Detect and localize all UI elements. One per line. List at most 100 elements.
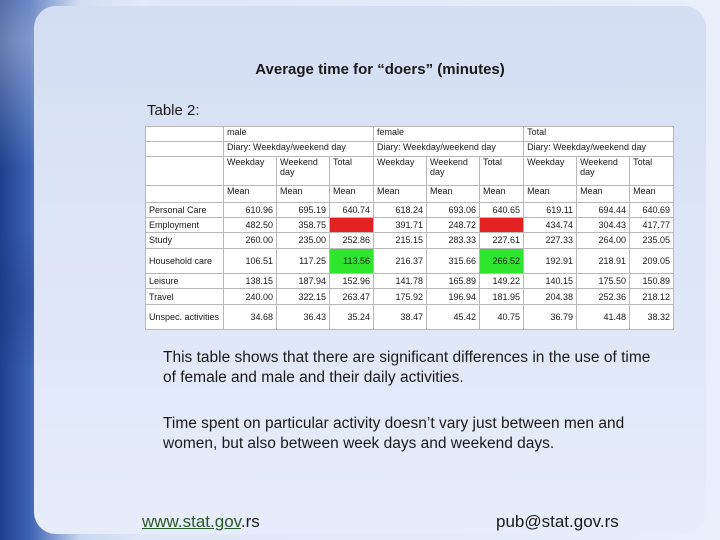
value-cell: 35.24 — [328, 303, 375, 331]
value-cell: 192.91 — [523, 247, 578, 274]
value-cell: 113.56 — [328, 247, 375, 274]
value-cell: 41.48 — [576, 303, 631, 331]
sub-header: Weekday — [373, 156, 428, 187]
value-cell: 263.47 — [328, 288, 375, 305]
value-cell: 204.38 — [523, 288, 578, 305]
value-cell: 138.15 — [223, 272, 277, 290]
value-cell: 266.52 — [479, 247, 525, 274]
table-label: Table 2: — [147, 102, 200, 119]
value-cell: 235.05 — [629, 232, 675, 249]
value-cell: 181.95 — [479, 288, 525, 305]
value-cell: 141.78 — [373, 272, 428, 290]
value-cell: 149.22 — [479, 272, 525, 290]
table-body: Personal Care 610.96 695.19 640.74 618.24 693… — [145, 201, 675, 331]
value-cell: 38.47 — [373, 303, 428, 331]
value-cell: 175.92 — [373, 288, 428, 305]
value-cell: 445.13 — [328, 216, 375, 234]
value-cell: 175.50 — [576, 272, 631, 290]
value-cell: 283.33 — [426, 232, 481, 249]
stat-header: Mean — [426, 185, 481, 203]
value-cell: 248.72 — [426, 216, 481, 234]
value-cell: 36.79 — [523, 303, 578, 331]
corner-cell — [145, 140, 224, 158]
value-cell: 140.15 — [523, 272, 578, 290]
value-cell: 227.61 — [479, 232, 525, 249]
table-row: Household care 106.51 117.25 113.56 216.37 31… — [145, 247, 675, 274]
sub-header: Total — [479, 156, 525, 187]
value-cell: 252.36 — [576, 288, 631, 305]
stat-header: Mean — [373, 185, 428, 203]
value-cell: 694.44 — [576, 201, 631, 218]
activity-label: Employment — [145, 216, 224, 234]
value-cell: 215.15 — [373, 232, 428, 249]
table-row: Leisure 138.15 187.94 152.96 141.78 165.89 149… — [145, 272, 675, 290]
sub-header: Weekend day — [576, 156, 631, 187]
activity-label: Unspec. activities — [145, 303, 224, 331]
value-cell: 152.96 — [328, 272, 375, 290]
paragraph-differences: This table shows that there are signific… — [163, 349, 651, 386]
activity-label: Household care — [145, 247, 224, 274]
website-link-main[interactable]: www.stat.gov — [142, 512, 241, 531]
value-cell: 36.43 — [276, 303, 330, 331]
stat-header: Mean — [276, 185, 330, 203]
contact-email: pub@stat.gov.rs — [496, 512, 619, 531]
value-cell: 358.75 — [276, 216, 330, 234]
value-cell: 187.94 — [276, 272, 330, 290]
slide-title: Average time for “doers” (minutes) — [255, 61, 505, 78]
activity-label: Study — [145, 232, 224, 249]
value-cell: 315.66 — [426, 247, 481, 274]
diary-header-male: Diary: Weekday/weekend day — [222, 140, 375, 158]
stat-header: Mean — [223, 185, 277, 203]
stat-header-row: Mean Mean Mean Mean Mean Mean Mean Mean … — [145, 185, 675, 203]
paragraph-variation: Time spent on particular activity doesn’… — [163, 415, 625, 452]
value-cell: 640.69 — [629, 201, 675, 218]
corner-cell — [145, 156, 224, 187]
value-cell: 117.25 — [276, 247, 330, 274]
table-row: Employment 482.50 358.75 445.13 391.71 248.72… — [145, 216, 675, 234]
table-row: Personal Care 610.96 695.19 640.74 618.24 693… — [145, 201, 675, 218]
sub-header: Total — [629, 156, 675, 187]
value-cell: 252.86 — [328, 232, 375, 249]
value-cell: 693.06 — [426, 201, 481, 218]
value-cell: 322.15 — [276, 288, 330, 305]
group-header-male: male — [222, 126, 375, 142]
value-cell: 391.71 — [373, 216, 428, 234]
stat-header: Mean — [629, 185, 675, 203]
group-header-female: female — [373, 126, 525, 142]
value-cell: 417.77 — [629, 216, 675, 234]
diary-header-total: Diary: Weekday/weekend day — [523, 140, 675, 158]
table-row: Study 260.00 235.00 252.86 215.15 283.33 227.6… — [145, 232, 675, 249]
group-header-row: male female Total — [145, 126, 675, 142]
table-row: Travel 240.00 322.15 263.47 175.92 196.94 181.… — [145, 288, 675, 305]
group-header-total: Total — [523, 126, 675, 142]
stat-header: Mean — [576, 185, 631, 203]
value-cell: 218.12 — [629, 288, 675, 305]
sub-header: Total — [328, 156, 375, 187]
value-cell: 640.74 — [328, 201, 375, 218]
value-cell: 165.89 — [426, 272, 481, 290]
activity-label: Travel — [145, 288, 224, 305]
value-cell: 610.96 — [223, 201, 277, 218]
value-cell: 45.42 — [426, 303, 481, 331]
stat-header: Mean — [523, 185, 578, 203]
value-cell: 640.65 — [479, 201, 525, 218]
sub-header: Weekend day — [426, 156, 481, 187]
diary-header-female: Diary: Weekday/weekend day — [373, 140, 525, 158]
value-cell: 366.43 — [479, 216, 525, 234]
website-link[interactable]: www.stat.gov.rs — [142, 512, 260, 532]
value-cell: 34.68 — [223, 303, 277, 331]
corner-cell — [145, 126, 224, 142]
table-row: Unspec. activities 34.68 36.43 35.24 38.47 45… — [145, 303, 675, 331]
value-cell: 150.89 — [629, 272, 675, 290]
value-cell: 240.00 — [223, 288, 277, 305]
value-cell: 695.19 — [276, 201, 330, 218]
value-cell: 264.00 — [576, 232, 631, 249]
value-cell: 260.00 — [223, 232, 277, 249]
value-cell: 218.91 — [576, 247, 631, 274]
sub-header-row: Weekday Weekend day Total Weekday Weeken… — [145, 156, 675, 187]
stat-header: Mean — [479, 185, 525, 203]
value-cell: 235.00 — [276, 232, 330, 249]
time-use-table: male female Total Diary: Weekday/weekend… — [145, 126, 675, 331]
value-cell: 106.51 — [223, 247, 277, 274]
website-link-suffix[interactable]: .rs — [240, 512, 260, 531]
